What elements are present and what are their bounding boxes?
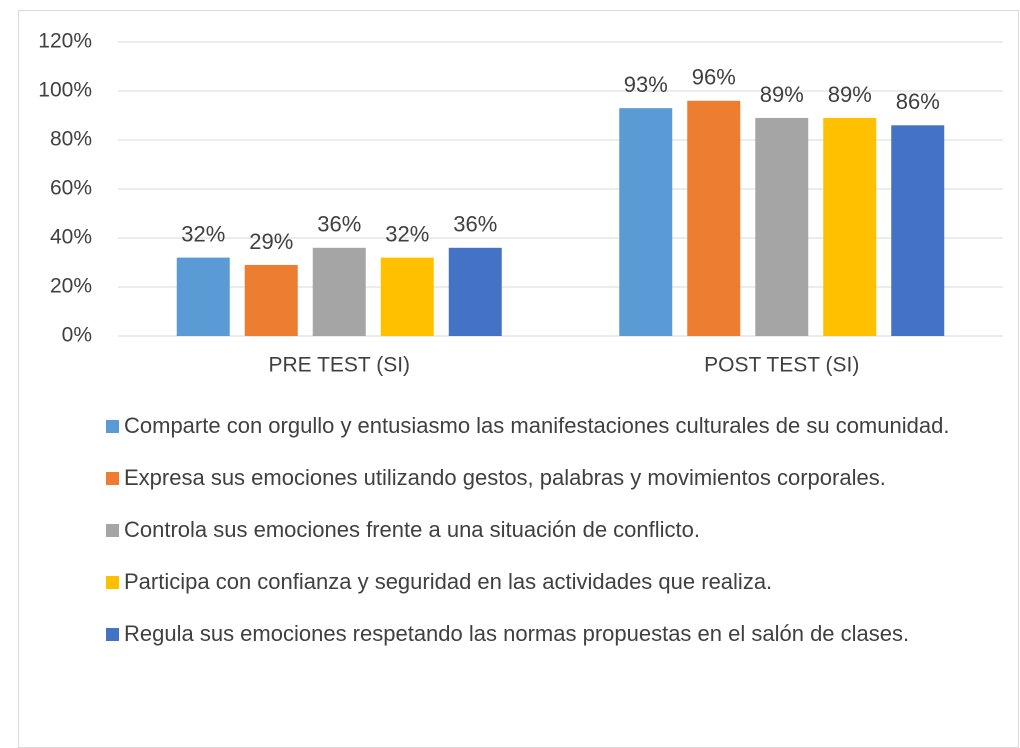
legend-swatch: [106, 628, 119, 641]
y-tick-label: 20%: [50, 275, 92, 298]
bar: [244, 264, 298, 336]
value-label: 86%: [896, 89, 940, 114]
bar: [380, 257, 434, 336]
bar: [619, 108, 673, 337]
bar: [312, 247, 366, 336]
value-label: 32%: [181, 221, 225, 246]
legend: Comparte con orgullo y entusiasmo las ma…: [106, 414, 966, 674]
bar: [823, 117, 877, 336]
legend-label: Comparte con orgullo y entusiasmo las ma…: [124, 413, 950, 438]
legend-item: Comparte con orgullo y entusiasmo las ma…: [106, 414, 966, 466]
bar: [448, 247, 502, 336]
value-label: 36%: [317, 212, 361, 237]
legend-swatch: [106, 524, 119, 537]
value-label: 93%: [624, 72, 668, 97]
x-tick-label: PRE TEST (SI): [268, 354, 410, 377]
value-label: 89%: [828, 82, 872, 107]
value-label: 29%: [249, 229, 293, 254]
bar: [755, 117, 809, 336]
y-tick-label: 40%: [50, 226, 92, 249]
legend-swatch: [106, 472, 119, 485]
y-tick-label: 120%: [38, 30, 92, 53]
bar: [891, 125, 945, 336]
legend-label: Regula sus emociones respetando las norm…: [124, 621, 910, 646]
legend-label: Participa con confianza y seguridad en l…: [124, 569, 773, 594]
legend-swatch: [106, 420, 119, 433]
y-tick-label: 0%: [62, 324, 92, 347]
bar: [687, 100, 741, 336]
value-label: 96%: [692, 65, 736, 90]
bar: [176, 257, 230, 336]
legend-item: Participa con confianza y seguridad en l…: [106, 570, 966, 622]
value-label: 32%: [385, 221, 429, 246]
legend-label: Controla sus emociones frente a una situ…: [124, 517, 700, 542]
y-tick-label: 100%: [38, 79, 92, 102]
legend-label: Expresa sus emociones utilizando gestos,…: [124, 465, 886, 490]
value-label: 89%: [760, 82, 804, 107]
y-tick-label: 60%: [50, 177, 92, 200]
legend-swatch: [106, 576, 119, 589]
legend-item: Regula sus emociones respetando las norm…: [106, 622, 966, 674]
legend-item: Expresa sus emociones utilizando gestos,…: [106, 466, 966, 518]
legend-item: Controla sus emociones frente a una situ…: [106, 518, 966, 570]
value-label: 36%: [453, 212, 497, 237]
x-tick-label: POST TEST (SI): [704, 354, 859, 377]
y-tick-label: 80%: [50, 128, 92, 151]
